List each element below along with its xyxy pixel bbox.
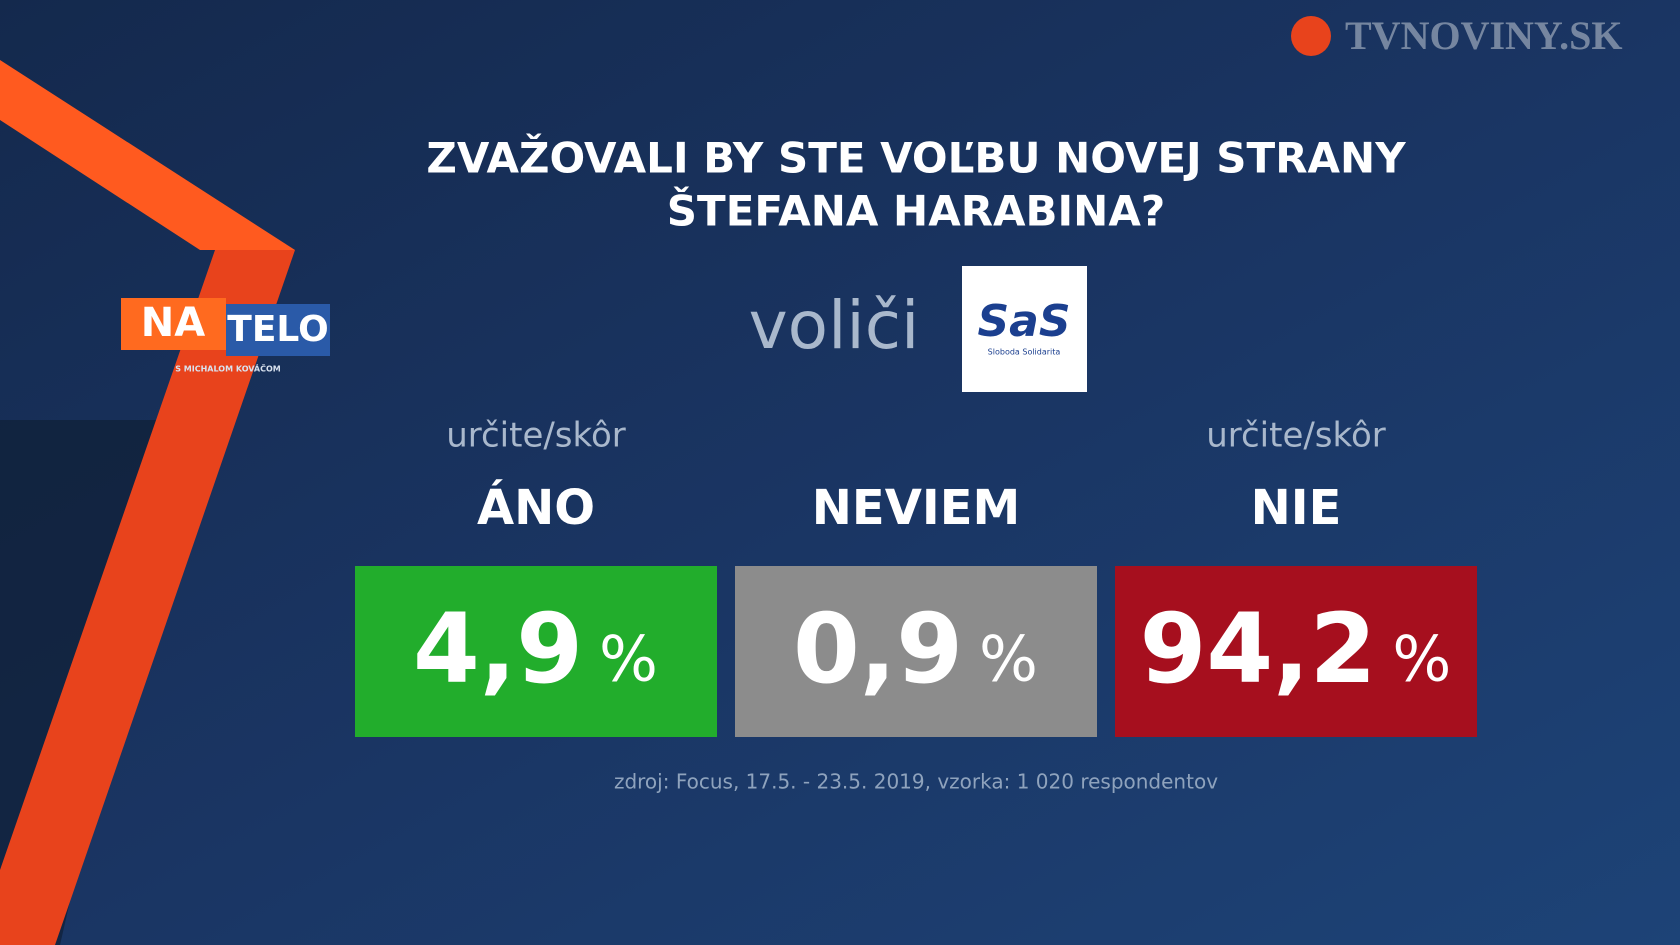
value-label: 4,9: [413, 593, 583, 705]
channel-icon: [1291, 16, 1331, 56]
party-logo-box: [962, 266, 1087, 392]
orange-stripe: [0, 250, 295, 945]
party-tagline: Sloboda Solidarita: [988, 348, 1061, 357]
unit-label: %: [1392, 623, 1451, 696]
subtitle: voliči: [749, 287, 920, 364]
show-logo-box: [121, 298, 226, 350]
orange-stripe: [0, 60, 295, 250]
value-tile: [735, 566, 1097, 737]
title-line: ZVAŽOVALI BY STE VOĽBU NOVEJ STRANY: [426, 133, 1406, 183]
channel-logo: TVNOVINY.SK: [1345, 13, 1622, 58]
category-label: NIE: [1251, 480, 1342, 536]
qualifier: určite/skôr: [1206, 416, 1386, 456]
qualifier: určite/skôr: [446, 416, 626, 456]
value-tile: [1115, 566, 1477, 737]
dark-panel: [0, 110, 180, 945]
value-label: 94,2: [1140, 593, 1377, 705]
unit-label: %: [599, 623, 658, 696]
title-line: ŠTEFANA HARABINA?: [667, 186, 1165, 236]
source: zdroj: Focus, 17.5. - 23.5. 2019, vzorka…: [614, 770, 1218, 794]
unit-label: %: [979, 623, 1038, 696]
party-logo: SaS: [977, 296, 1070, 347]
category-label: ÁNO: [477, 479, 595, 536]
show-logo: NA: [141, 300, 205, 346]
value-label: 0,9: [793, 593, 963, 705]
show-host: S MICHALOM KOVÁČOM: [175, 363, 281, 374]
value-tile: [355, 566, 717, 737]
show-logo-box: [226, 304, 330, 356]
category-label: NEVIEM: [812, 480, 1021, 536]
show-logo: TELO: [227, 309, 328, 350]
